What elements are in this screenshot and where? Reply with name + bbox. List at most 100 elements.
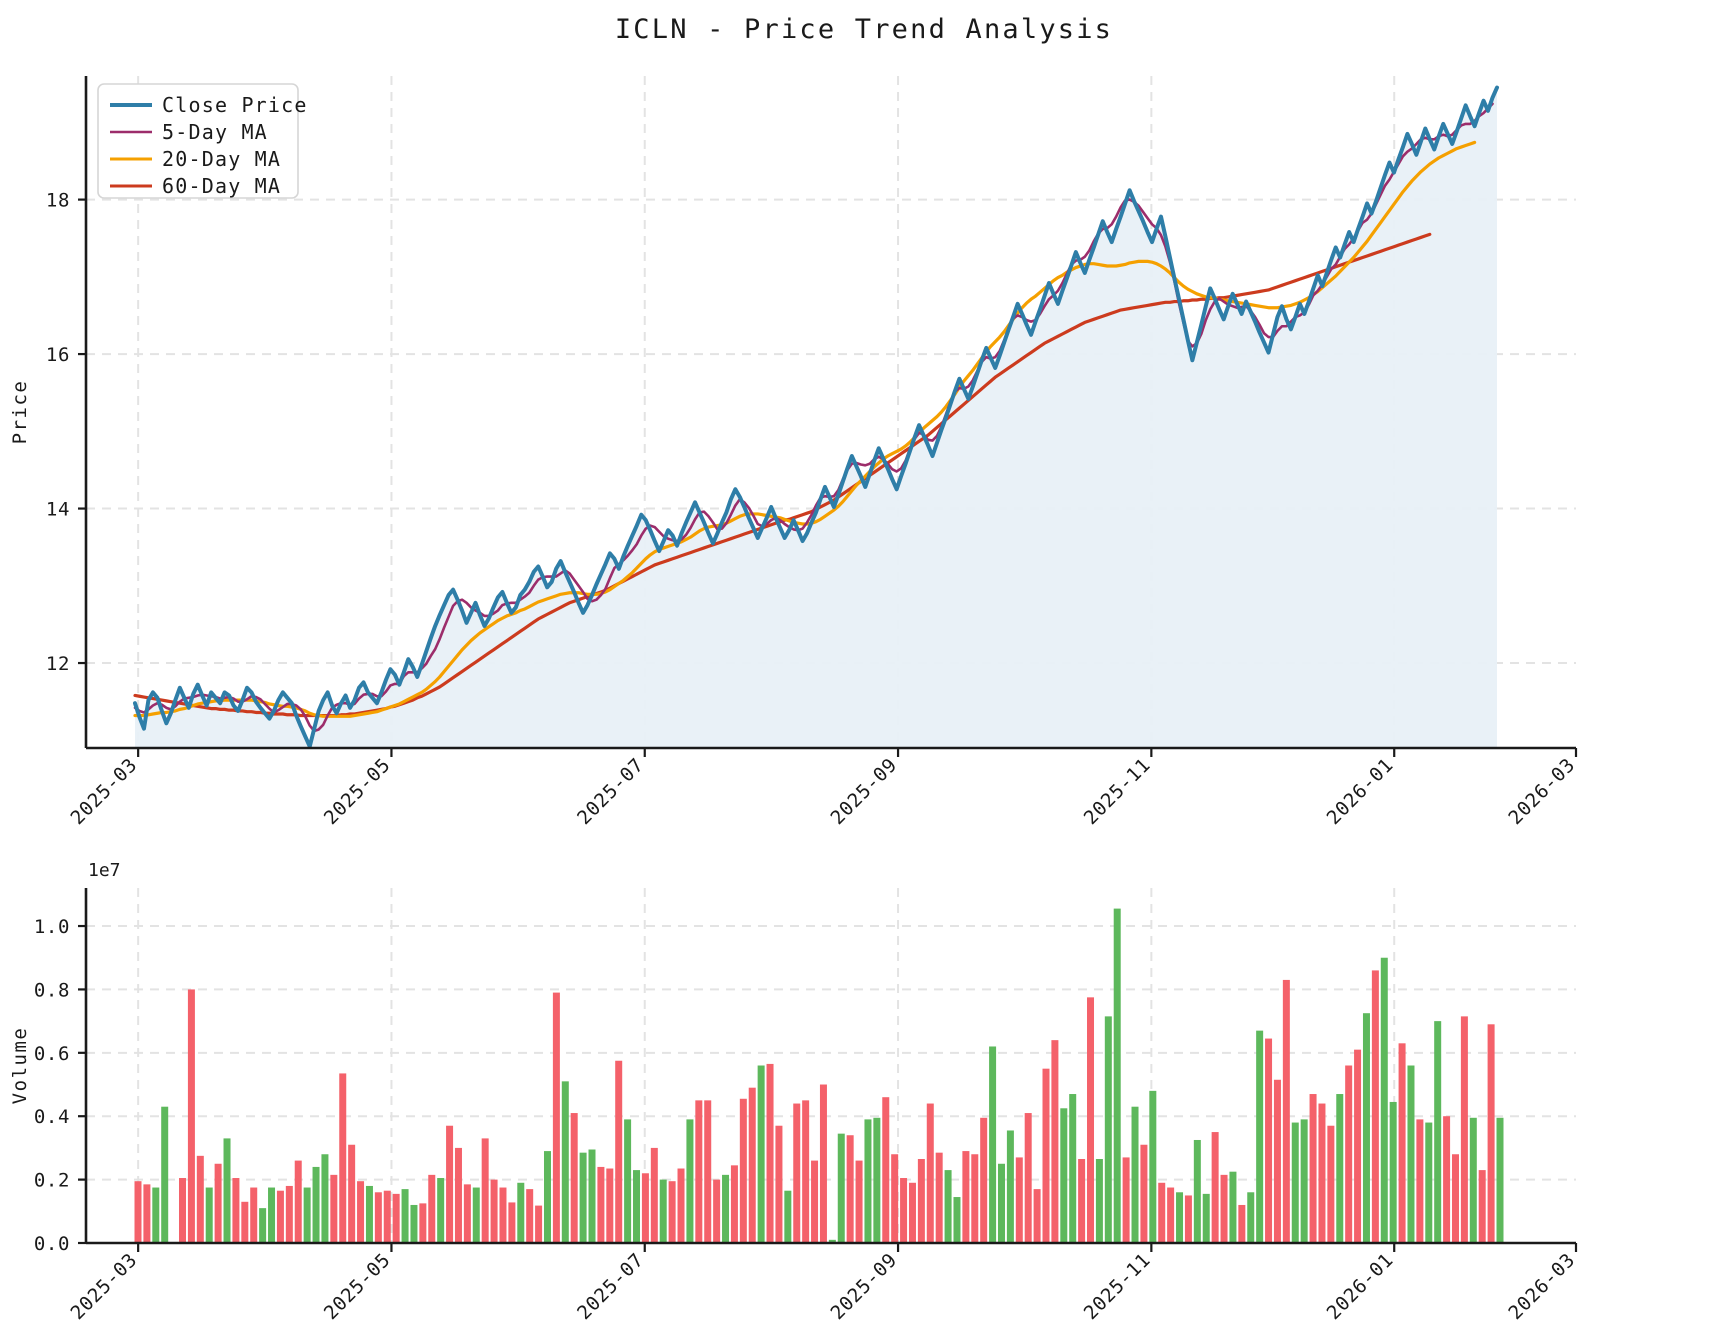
volume-bar bbox=[330, 1174, 338, 1243]
volume-bar bbox=[1167, 1187, 1175, 1243]
volume-bar bbox=[561, 1081, 569, 1243]
chart-legend[interactable]: Close Price 5-Day MA 20-Day MA 60-Day MA bbox=[97, 83, 308, 199]
volume-bar bbox=[1460, 1016, 1468, 1243]
volume-bar bbox=[499, 1187, 507, 1243]
volume-bar bbox=[1122, 1157, 1130, 1243]
volume-bar bbox=[152, 1187, 160, 1243]
volume-bar bbox=[1291, 1122, 1299, 1243]
volume-bar bbox=[1140, 1144, 1148, 1243]
volume-bar bbox=[1327, 1125, 1335, 1243]
volume-bar bbox=[428, 1174, 436, 1243]
volume-bar bbox=[1265, 1038, 1273, 1243]
series-line-5-day-ma bbox=[133, 102, 1494, 733]
volume-bar bbox=[588, 1149, 596, 1243]
volume-bar bbox=[944, 1170, 952, 1243]
volume-bar bbox=[1469, 1117, 1477, 1243]
volume-bar bbox=[1078, 1159, 1086, 1243]
volume-bar bbox=[161, 1106, 169, 1243]
volume-bar bbox=[535, 1205, 543, 1243]
volume-bar bbox=[1087, 997, 1095, 1243]
volume-bar bbox=[1407, 1065, 1415, 1243]
volume-bar bbox=[392, 1193, 400, 1243]
volume-bar bbox=[1336, 1094, 1344, 1243]
volume-bar bbox=[624, 1119, 632, 1243]
legend-box bbox=[97, 83, 299, 199]
price-y-tick-label: 12 bbox=[46, 653, 70, 675]
volume-bar bbox=[606, 1168, 614, 1243]
volume-bar bbox=[1024, 1113, 1032, 1243]
volume-bar bbox=[357, 1181, 365, 1243]
volume-bar bbox=[784, 1190, 792, 1243]
volume-bar bbox=[908, 1182, 916, 1243]
volume-bar bbox=[695, 1100, 703, 1243]
volume-bar bbox=[1149, 1090, 1157, 1243]
volume-bar bbox=[187, 989, 195, 1243]
close-price-area-fill bbox=[135, 87, 1497, 749]
volume-bar bbox=[223, 1138, 231, 1243]
volume-bar bbox=[303, 1187, 311, 1243]
volume-bar bbox=[1104, 1016, 1112, 1243]
volume-y-tick-label: 0.6 bbox=[34, 1043, 70, 1065]
volume-bar bbox=[552, 992, 560, 1243]
volume-bar bbox=[811, 1160, 819, 1243]
volume-bar bbox=[686, 1119, 694, 1243]
volume-y-tick-label: 0.0 bbox=[34, 1233, 70, 1255]
volume-bar bbox=[410, 1204, 418, 1243]
volume-bar bbox=[837, 1133, 845, 1243]
volume-bar bbox=[713, 1179, 721, 1243]
volume-bar bbox=[214, 1163, 222, 1243]
volume-bar bbox=[597, 1166, 605, 1243]
volume-bar bbox=[437, 1178, 445, 1243]
volume-bar bbox=[1069, 1094, 1077, 1243]
volume-bar bbox=[1398, 1043, 1406, 1243]
volume-bar bbox=[971, 1154, 979, 1243]
volume-bar bbox=[980, 1117, 988, 1243]
volume-bar bbox=[1362, 1013, 1370, 1243]
volume-bar bbox=[276, 1190, 284, 1243]
volume-bar bbox=[1193, 1139, 1201, 1243]
volume-bar bbox=[1015, 1157, 1023, 1243]
volume-bar bbox=[846, 1135, 854, 1243]
legend-label-close-price: Close Price bbox=[162, 93, 308, 117]
volume-bar bbox=[935, 1152, 943, 1243]
volume-bar bbox=[134, 1181, 142, 1243]
volume-bar bbox=[250, 1187, 258, 1243]
volume-bar bbox=[481, 1138, 489, 1243]
volume-bar bbox=[1211, 1132, 1219, 1243]
volume-bar bbox=[828, 1239, 836, 1243]
legend-label-20-day-ma: 20-Day MA bbox=[162, 147, 281, 171]
volume-bar bbox=[285, 1185, 293, 1243]
volume-bar bbox=[997, 1163, 1005, 1243]
volume-bar bbox=[900, 1178, 908, 1243]
volume-bar bbox=[348, 1144, 356, 1243]
volume-bar bbox=[1300, 1119, 1308, 1243]
volume-bar bbox=[1273, 1079, 1281, 1243]
volume-bar bbox=[704, 1100, 712, 1243]
volume-y-tick-label: 1.0 bbox=[34, 916, 70, 938]
volume-bar bbox=[793, 1103, 801, 1243]
volume-bar bbox=[179, 1178, 187, 1243]
legend-label-5-day-ma: 5-Day MA bbox=[162, 120, 268, 144]
volume-bar bbox=[517, 1182, 525, 1243]
volume-bar bbox=[1371, 970, 1379, 1243]
page-title: ICLN - Price Trend Analysis bbox=[615, 14, 1113, 45]
volume-bar bbox=[748, 1087, 756, 1243]
volume-bar bbox=[463, 1184, 471, 1243]
volume-bar bbox=[1006, 1130, 1014, 1243]
volume-axis-label: Volume bbox=[9, 1027, 31, 1105]
volume-bar bbox=[615, 1060, 623, 1243]
volume-bar bbox=[1042, 1068, 1050, 1243]
volume-bar bbox=[917, 1159, 925, 1243]
volume-bar bbox=[1033, 1189, 1041, 1243]
volume-bar bbox=[668, 1181, 676, 1243]
volume-bar bbox=[1309, 1094, 1317, 1243]
volume-bar bbox=[1095, 1159, 1103, 1243]
volume-bar bbox=[802, 1100, 810, 1243]
volume-bar bbox=[205, 1187, 213, 1243]
volume-bar bbox=[962, 1151, 970, 1243]
volume-bar bbox=[633, 1170, 641, 1243]
volume-bar bbox=[953, 1197, 961, 1243]
volume-bar bbox=[401, 1189, 409, 1243]
volume-bar bbox=[1496, 1117, 1504, 1243]
